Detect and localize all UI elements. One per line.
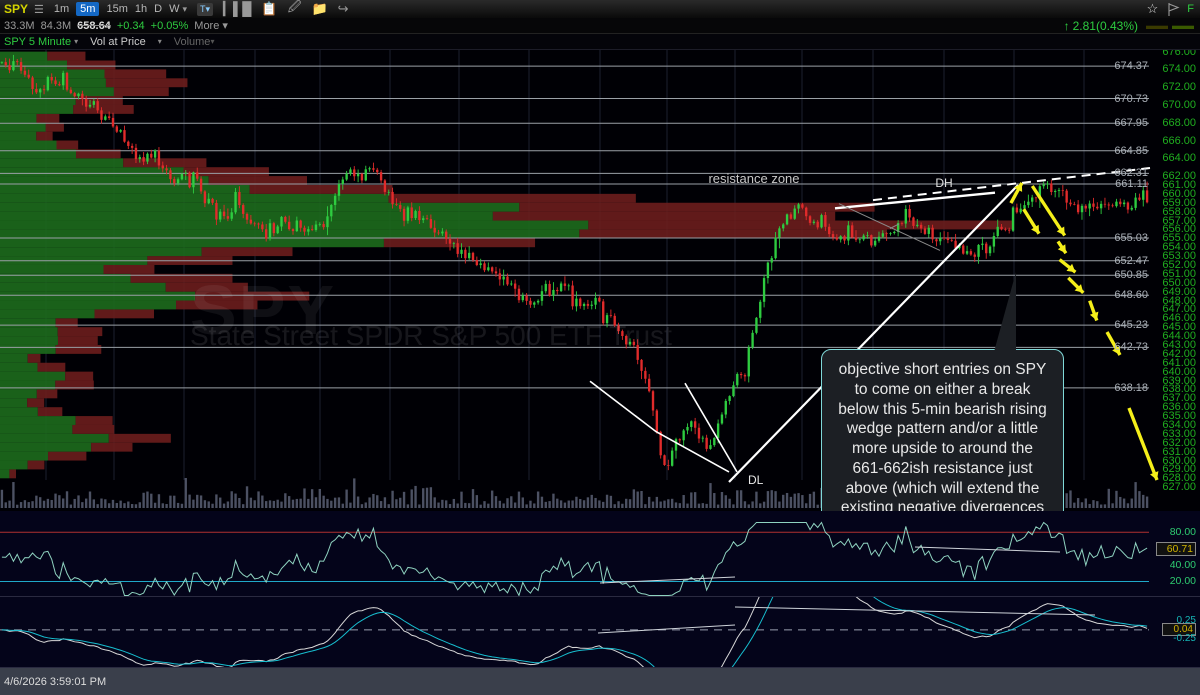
svg-text:DH: DH: [935, 176, 952, 190]
svg-text:resistance zone: resistance zone: [708, 171, 799, 186]
svg-text:DL: DL: [748, 473, 764, 487]
